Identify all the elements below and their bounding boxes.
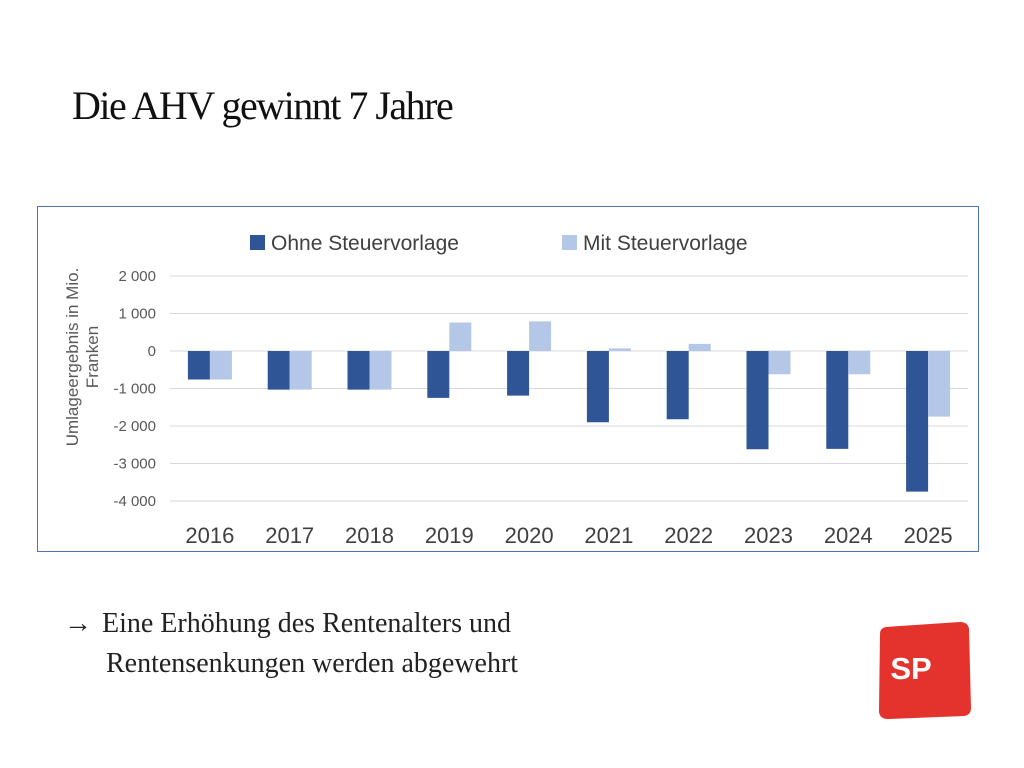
logo-text: SP	[890, 651, 931, 686]
x-tick-label: 2022	[664, 523, 713, 548]
x-ticks: 2016 2017 2018 2019 2020 2021 2022 2023 2024 2025	[185, 523, 952, 548]
bar-ohne-2025	[906, 351, 929, 492]
bullet-line-1: Eine Erhöhung des Rentenalters und	[102, 608, 512, 639]
bar-mit-2017	[289, 351, 312, 390]
y-tick-label: -3 000	[113, 456, 156, 473]
bullet-point: → Eine Erhöhung des Rentenalters und Rent…	[64, 604, 518, 684]
legend-label: Mit Steuervorlage	[583, 232, 748, 255]
y-tick-label: 1 000	[118, 306, 156, 323]
bar-ohne-2017	[267, 351, 290, 390]
x-tick-label: 2024	[824, 523, 873, 548]
y-axis-label: Umlageergebnis in Mio.Franken	[63, 268, 102, 447]
bar-ohne-2016	[187, 351, 210, 380]
bar-mit-2023	[768, 351, 791, 375]
bars	[187, 321, 951, 492]
x-tick-label: 2025	[904, 523, 953, 548]
legend-label: Ohne Steuervorlage	[271, 232, 459, 255]
bar-mit-2019	[449, 322, 472, 351]
bar-ohne-2021	[586, 351, 609, 423]
slide-title: Die AHV gewinnt 7 Jahre	[72, 83, 454, 128]
x-tick-label: 2020	[505, 523, 554, 548]
y-tick-label: -2 000	[113, 418, 156, 435]
y-tick-label: -4 000	[113, 493, 156, 510]
bar-mit-2021	[608, 348, 631, 351]
bar-ohne-2022	[666, 351, 689, 420]
bar-mit-2022	[688, 343, 711, 351]
bar-mit-2018	[369, 351, 392, 390]
y-tick-label: -1 000	[113, 381, 156, 398]
x-tick-label: 2023	[744, 523, 793, 548]
bar-ohne-2020	[507, 351, 530, 396]
arrow-icon: →	[64, 608, 92, 639]
x-tick-label: 2019	[425, 523, 474, 548]
bar-ohne-2018	[347, 351, 370, 390]
legend-swatch	[250, 235, 265, 250]
bar-mit-2024	[848, 351, 871, 375]
legend: Ohne Steuervorlage Mit Steuervorlage	[250, 232, 748, 255]
x-tick-label: 2016	[185, 523, 234, 548]
x-tick-label: 2021	[584, 523, 633, 548]
y-tick-label: 0	[148, 343, 156, 360]
bullet-line-2: Rentensenkungen werden abgewehrt	[106, 648, 519, 679]
bar-ohne-2023	[746, 351, 769, 450]
bar-mit-2016	[209, 351, 232, 380]
x-tick-label: 2017	[265, 523, 314, 548]
y-tick-label: 2 000	[118, 268, 156, 285]
bar-ohne-2024	[826, 351, 849, 449]
bar-chart: 2 000 1 000 0 -1 000 -2 000 -3 000 -4 000 2016…	[63, 232, 968, 548]
bar-mit-2020	[529, 321, 552, 351]
legend-swatch	[562, 235, 577, 250]
y-ticks: 2 000 1 000 0 -1 000 -2 000 -3 000 -4 000	[113, 268, 156, 510]
sp-logo: SP	[879, 622, 971, 719]
chart-frame: 2 000 1 000 0 -1 000 -2 000 -3 000 -4 000 2016…	[37, 206, 979, 552]
x-tick-label: 2018	[345, 523, 394, 548]
bar-ohne-2019	[427, 351, 450, 398]
bar-mit-2025	[928, 351, 951, 417]
